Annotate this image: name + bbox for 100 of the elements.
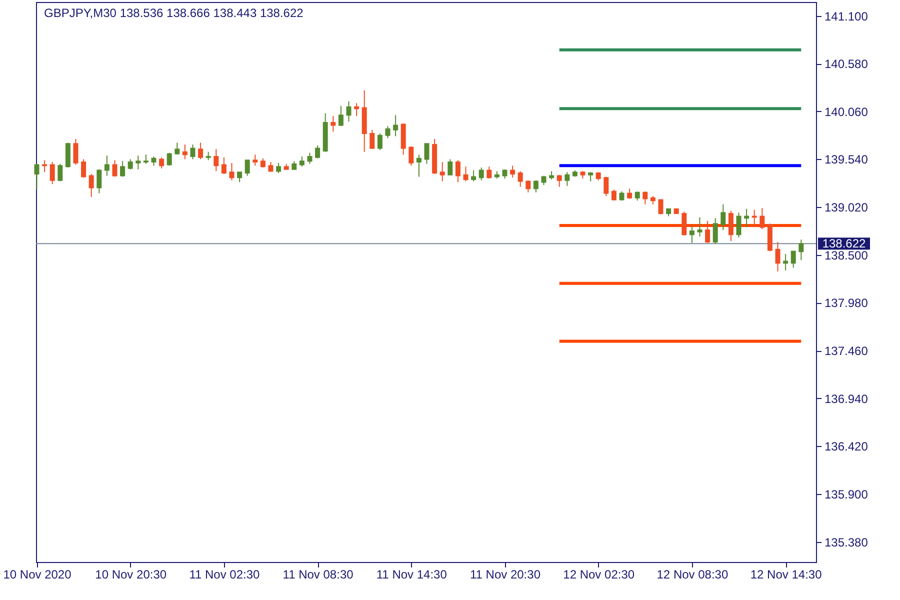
- candlestick: [634, 190, 640, 202]
- candlestick: [237, 172, 242, 183]
- candlestick: [299, 156, 304, 168]
- y-tick-label: 140.060: [824, 104, 868, 119]
- candlestick: [533, 180, 538, 193]
- y-tick-label: 139.020: [824, 200, 868, 215]
- candlestick: [370, 129, 375, 150]
- y-tick-label: 140.580: [824, 57, 868, 72]
- candlestick: [486, 166, 492, 180]
- candlestick: [689, 224, 694, 244]
- candlestick: [354, 102, 360, 117]
- y-tick-label: 141.100: [824, 9, 868, 24]
- candlestick: [619, 190, 624, 202]
- candlestick: [736, 212, 742, 238]
- candlestick: [307, 152, 312, 164]
- candlestick: [190, 144, 196, 160]
- candlestick: [338, 105, 344, 127]
- candlestick: [760, 207, 765, 230]
- candlestick: [455, 160, 460, 183]
- candlestick: [73, 138, 78, 166]
- candlestick: [424, 143, 430, 164]
- candlestick: [65, 142, 70, 168]
- candlestick: [775, 242, 780, 272]
- chart-title: GBPJPY,M30 138.536 138.666 138.443 138.622: [44, 6, 304, 20]
- x-tick-label: 12 Nov 08:30: [656, 568, 728, 582]
- candlestick: [510, 165, 516, 178]
- y-tick-label: 136.940: [824, 392, 868, 406]
- candlestick: [214, 148, 219, 172]
- x-tick-label: 12 Nov 02:30: [563, 568, 635, 582]
- candlestick: [744, 208, 750, 228]
- x-tick-label: 11 Nov 08:30: [282, 568, 354, 582]
- candlestick: [198, 142, 204, 160]
- candlestick: [393, 114, 398, 137]
- candlestick: [81, 158, 86, 178]
- candlestick: [88, 173, 94, 198]
- y-tick-label: 136.420: [824, 440, 868, 454]
- candlestick: [276, 162, 282, 174]
- candlestick: [564, 172, 570, 186]
- candlestick: [34, 163, 40, 190]
- y-tick-label: 135.900: [824, 487, 868, 502]
- candlestick: [128, 158, 133, 170]
- candlestick: [159, 156, 164, 169]
- candlestick: [182, 144, 188, 160]
- candlestick: [221, 156, 226, 174]
- candlestick: [268, 162, 274, 172]
- candlestick: [104, 155, 110, 176]
- candlestick: [315, 144, 320, 159]
- x-tick-label: 10 Nov 2020: [3, 568, 72, 582]
- x-tick-label: 11 Nov 02:30: [189, 568, 260, 582]
- candlestick: [478, 167, 484, 181]
- y-tick-label: 138.500: [824, 248, 868, 262]
- candlestick: [705, 220, 710, 244]
- x-tick-label: 11 Nov 14:30: [376, 568, 448, 582]
- candlestick: [408, 146, 414, 166]
- candlestick: [346, 100, 352, 122]
- candlestick: [385, 126, 390, 139]
- candlestick: [244, 160, 250, 176]
- candlestick: [604, 176, 609, 197]
- y-tick-label: 135.380: [824, 535, 868, 550]
- candlestick: [448, 158, 453, 176]
- candlestick: [58, 163, 63, 182]
- x-tick-label: 12 Nov 14:30: [750, 568, 822, 582]
- y-tick-label: 137.460: [824, 344, 868, 358]
- candlestick: [611, 189, 616, 202]
- candlestick: [260, 158, 266, 168]
- candlestick: [790, 250, 796, 268]
- y-tick-label: 137.980: [824, 296, 868, 310]
- candlestick: [377, 132, 382, 151]
- candlestick: [330, 116, 336, 132]
- candlestick: [50, 162, 55, 185]
- candlestick: [112, 160, 118, 178]
- candlestick: [502, 168, 508, 180]
- candlestick: [252, 154, 258, 166]
- candlestick: [697, 216, 702, 237]
- candlestick: [783, 253, 788, 272]
- x-tick-label: 11 Nov 20:30: [470, 568, 541, 582]
- candlestick: [151, 156, 156, 166]
- candlestick: [136, 155, 141, 170]
- candlestick: [556, 174, 562, 188]
- candlestick: [120, 160, 126, 178]
- candlestick: [627, 188, 632, 200]
- candlestick: [518, 170, 523, 188]
- y-tick-label: 139.540: [824, 152, 868, 167]
- candlestick: [229, 162, 234, 181]
- candlestick: [798, 239, 804, 261]
- candlestick: [174, 142, 180, 156]
- candlestick: [712, 218, 718, 244]
- candlestick: [143, 154, 148, 164]
- candlestick: [642, 190, 648, 205]
- candlestick: [720, 204, 726, 231]
- candlestick: [588, 172, 594, 182]
- candlestick: [440, 162, 445, 182]
- candlestick: [471, 170, 476, 182]
- x-tick-label: 10 Nov 20:30: [95, 568, 167, 582]
- candlestick: [728, 210, 734, 242]
- candlestick: [658, 199, 664, 215]
- candlestick: [526, 180, 531, 193]
- candlestick: [416, 154, 422, 178]
- candlestick: [682, 211, 687, 236]
- candlestick: [463, 166, 468, 182]
